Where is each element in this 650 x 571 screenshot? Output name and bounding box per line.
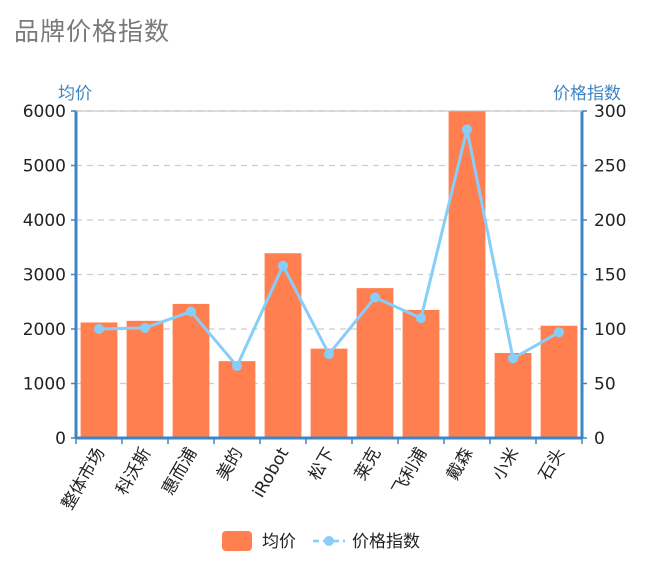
- bars: [80, 111, 578, 438]
- y-left-tick-label: 3000: [23, 266, 66, 286]
- line-point-3[interactable]: [232, 361, 242, 372]
- price-index-line: [94, 124, 564, 372]
- bar-6[interactable]: [356, 288, 394, 438]
- x-category-label: 松下: [305, 445, 339, 484]
- y-right-tick-label: 50: [594, 375, 616, 395]
- bar-3[interactable]: [218, 361, 256, 438]
- legend-bar-swatch[interactable]: [222, 531, 252, 551]
- line-point-2[interactable]: [186, 306, 196, 317]
- legend-line-marker[interactable]: [324, 536, 334, 546]
- line-point-1[interactable]: [140, 322, 150, 333]
- y-left-tick-label: 0: [55, 429, 66, 449]
- y-left-tick-label: 1000: [23, 375, 66, 395]
- x-category-label: 飞利浦: [389, 445, 432, 499]
- line-point-9[interactable]: [508, 353, 518, 364]
- bar-7[interactable]: [402, 309, 440, 438]
- y-right-tick-label: 0: [594, 429, 605, 449]
- bar-8[interactable]: [448, 111, 486, 438]
- bar-10[interactable]: [540, 325, 578, 438]
- bar-1[interactable]: [126, 320, 164, 438]
- axes: [71, 110, 587, 444]
- y-right-tick-label: 300: [594, 102, 626, 122]
- legend-line-label[interactable]: 价格指数: [352, 532, 420, 552]
- bar-9[interactable]: [494, 352, 532, 438]
- line-point-6[interactable]: [370, 292, 380, 303]
- axis-labels: 0 1000 2000 3000 4000 5000 6000 0 50 100 150 200 250…: [23, 84, 627, 513]
- line-point-0[interactable]: [94, 324, 104, 334]
- y-left-axis-name: 均价: [58, 84, 92, 104]
- x-category-label: iRobot: [249, 444, 294, 501]
- y-right-axis-name: 价格指数: [553, 84, 621, 104]
- line-point-5[interactable]: [324, 349, 334, 360]
- y-right-tick-label: 100: [594, 320, 626, 340]
- legend[interactable]: 均价 价格指数: [222, 531, 420, 552]
- x-category-label: 戴森: [443, 445, 477, 484]
- y-left-tick-label: 2000: [23, 320, 66, 340]
- x-category-label: 石头: [535, 445, 569, 484]
- y-left-tick-label: 5000: [23, 157, 66, 177]
- line-point-10[interactable]: [554, 327, 564, 338]
- line-point-8[interactable]: [462, 124, 472, 135]
- legend-bar-label[interactable]: 均价: [262, 532, 296, 552]
- y-right-tick-label: 150: [594, 266, 626, 286]
- line-point-7[interactable]: [416, 313, 426, 324]
- bar-5[interactable]: [310, 348, 348, 438]
- x-category-label: 美的: [213, 445, 247, 484]
- bar-4[interactable]: [264, 253, 302, 438]
- x-category-label: 惠而浦: [159, 445, 202, 499]
- bar-2[interactable]: [172, 303, 210, 438]
- y-right-tick-label: 250: [594, 157, 626, 177]
- bar-0[interactable]: [80, 322, 118, 438]
- x-category-label: 莱克: [351, 445, 385, 484]
- y-left-tick-label: 4000: [23, 211, 66, 231]
- x-category-label: 科沃斯: [113, 445, 156, 499]
- y-right-tick-label: 200: [594, 211, 626, 231]
- line-point-4[interactable]: [278, 260, 288, 271]
- x-category-label: 小米: [489, 445, 523, 484]
- chart-title: 品牌价格指数: [14, 17, 171, 46]
- x-category-label: 整体市场: [58, 445, 109, 514]
- y-left-tick-label: 6000: [23, 102, 66, 122]
